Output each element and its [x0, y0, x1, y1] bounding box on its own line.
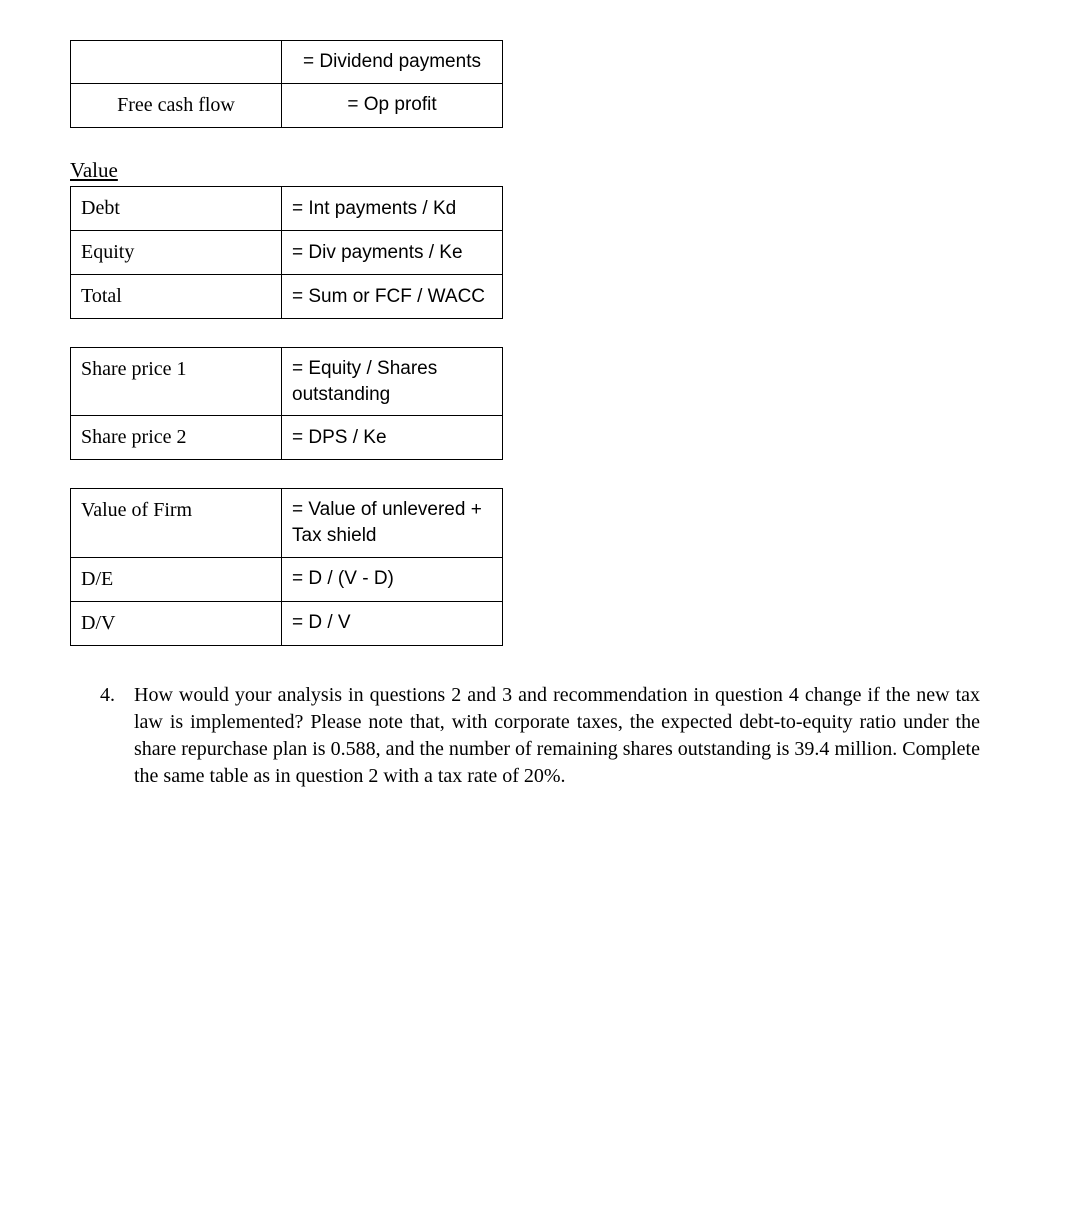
question-text: How would your analysis in questions 2 a…: [134, 682, 980, 790]
table-value: Debt = Int payments / Kd Equity = Div pa…: [70, 186, 503, 319]
table-row: Free cash flow = Op profit: [71, 83, 503, 127]
table-row: = Dividend payments: [71, 41, 503, 84]
table-row: Value of Firm = Value of unlevered + Tax…: [71, 489, 503, 557]
cell-formula: = Equity / Shares outstanding: [282, 347, 503, 415]
cell-label: Debt: [71, 186, 282, 230]
cell-formula: = D / (V - D): [282, 557, 503, 601]
table-row: Share price 1 = Equity / Shares outstand…: [71, 347, 503, 415]
cell-label: D/V: [71, 601, 282, 645]
question-number: 4.: [100, 682, 134, 790]
cell-label: Share price 2: [71, 416, 282, 460]
cell-label: Share price 1: [71, 347, 282, 415]
table-row: Share price 2 = DPS / Ke: [71, 416, 503, 460]
table-row: Total = Sum or FCF / WACC: [71, 274, 503, 318]
cell-label: [71, 41, 282, 84]
cell-formula: = DPS / Ke: [282, 416, 503, 460]
section-header-value: Value: [70, 156, 1010, 184]
cell-formula: = Value of unlevered + Tax shield: [282, 489, 503, 557]
table-firm-value: Value of Firm = Value of unlevered + Tax…: [70, 488, 503, 645]
cell-label: D/E: [71, 557, 282, 601]
table-row: D/V = D / V: [71, 601, 503, 645]
cell-label: Total: [71, 274, 282, 318]
table-row: Debt = Int payments / Kd: [71, 186, 503, 230]
table-top: = Dividend payments Free cash flow = Op …: [70, 40, 503, 128]
question-block: 4. How would your analysis in questions …: [100, 682, 980, 790]
cell-label: Equity: [71, 230, 282, 274]
cell-formula: = Div payments / Ke: [282, 230, 503, 274]
cell-formula: = Op profit: [282, 83, 503, 127]
table-row: Equity = Div payments / Ke: [71, 230, 503, 274]
cell-label: Free cash flow: [71, 83, 282, 127]
cell-formula: = Sum or FCF / WACC: [282, 274, 503, 318]
cell-formula: = Int payments / Kd: [282, 186, 503, 230]
table-share-price: Share price 1 = Equity / Shares outstand…: [70, 347, 503, 460]
cell-formula: = Dividend payments: [282, 41, 503, 84]
table-row: D/E = D / (V - D): [71, 557, 503, 601]
cell-label: Value of Firm: [71, 489, 282, 557]
cell-formula: = D / V: [282, 601, 503, 645]
